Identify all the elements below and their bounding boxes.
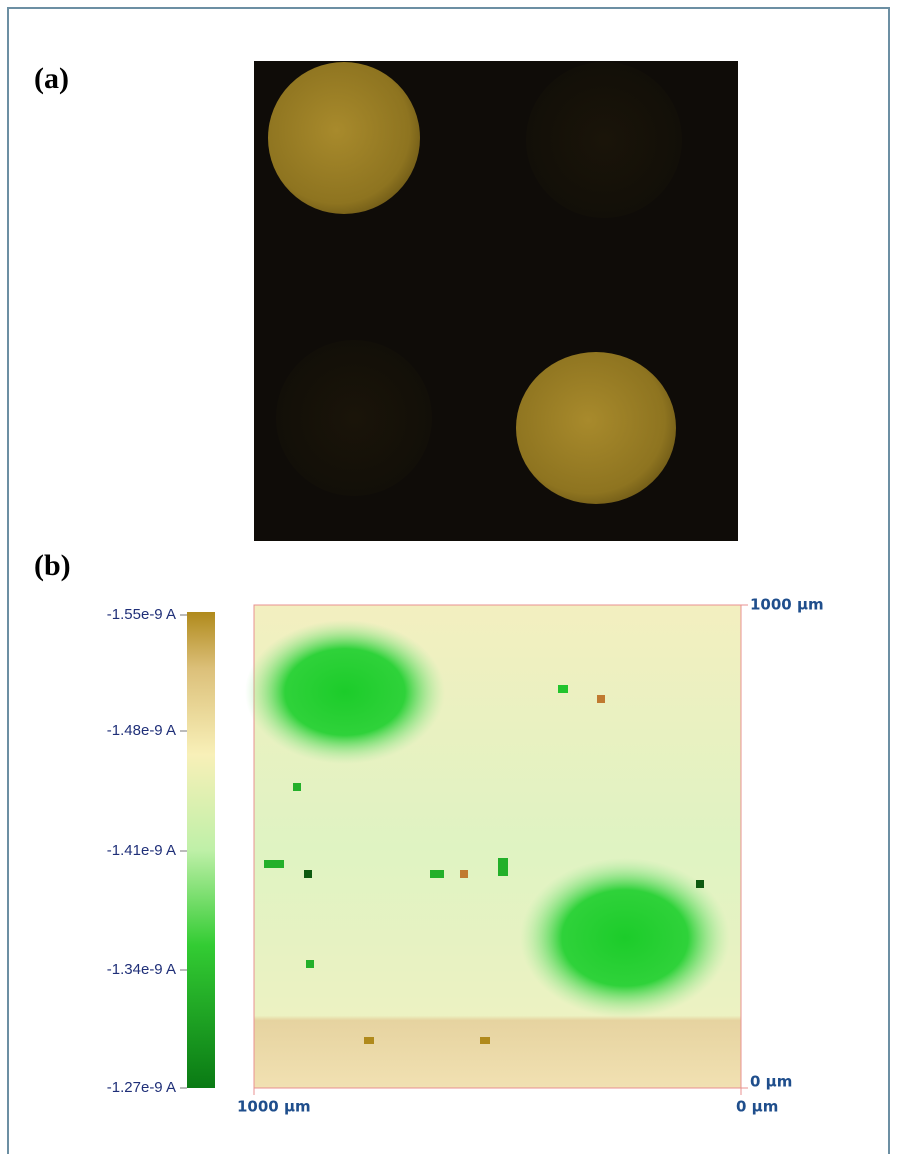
colorbar-label: -1.34e-9 A — [107, 961, 176, 978]
colorbar-label: -1.55e-9 A — [107, 606, 176, 623]
figure: (a) (b) -1.55e-9 A -1.48e-9 A -1.41e-9 A… — [0, 0, 897, 1154]
colorbar-label: -1.41e-9 A — [107, 842, 176, 859]
axis-label: 1000 µm — [237, 1098, 311, 1116]
disc — [268, 62, 420, 214]
colorbar-label: -1.27e-9 A — [107, 1079, 176, 1096]
axis-label: 1000 µm — [750, 596, 824, 614]
disc — [516, 352, 676, 504]
faint-disc — [276, 340, 432, 496]
axis-label: 0 µm — [736, 1098, 778, 1116]
faint-disc — [526, 62, 682, 218]
panel-label: (b) — [34, 549, 71, 582]
colorbar-ticks — [180, 615, 187, 1088]
green-region — [245, 620, 445, 764]
colorbar-label: -1.48e-9 A — [107, 722, 176, 739]
colorbar — [187, 612, 215, 1088]
axis-label: 0 µm — [750, 1073, 792, 1091]
panel-label: (a) — [34, 62, 69, 95]
